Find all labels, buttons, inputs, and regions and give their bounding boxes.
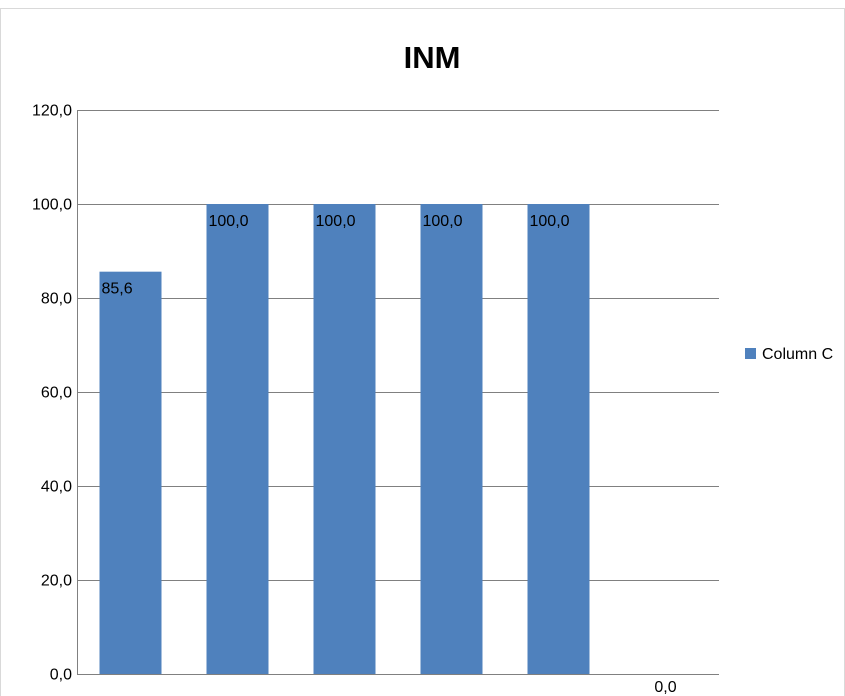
y-tick-label: 20,0: [41, 573, 72, 590]
bar: [313, 204, 376, 674]
legend-swatch: [745, 348, 756, 359]
y-tick-label: 0,0: [50, 667, 72, 684]
y-tick-label: 100,0: [32, 197, 72, 214]
bar-data-label: 85,6: [102, 281, 133, 298]
y-tick-label: 40,0: [41, 479, 72, 496]
gridlines: [77, 110, 719, 675]
legend: Column C: [745, 346, 833, 363]
data-labels: 85,6 100,0 100,0 100,0 100,0 0,0: [102, 213, 677, 696]
legend-label: Column C: [762, 346, 833, 363]
y-axis-ticks: 0,0 20,0 40,0 60,0 80,0 100,0 120,0: [32, 103, 72, 684]
bar: [99, 271, 162, 674]
bar-data-label: 100,0: [209, 213, 249, 230]
bar-data-label: 100,0: [530, 213, 570, 230]
bar: [206, 204, 269, 674]
bar: [420, 204, 483, 674]
y-tick-label: 60,0: [41, 385, 72, 402]
bar-data-label: 100,0: [316, 213, 356, 230]
bar-data-label: 0,0: [654, 679, 676, 696]
bars: [99, 204, 590, 674]
y-tick-label: 120,0: [32, 103, 72, 120]
y-tick-label: 80,0: [41, 291, 72, 308]
bar: [527, 204, 590, 674]
bar-data-label: 100,0: [423, 213, 463, 230]
chart-title: INM: [404, 40, 461, 75]
